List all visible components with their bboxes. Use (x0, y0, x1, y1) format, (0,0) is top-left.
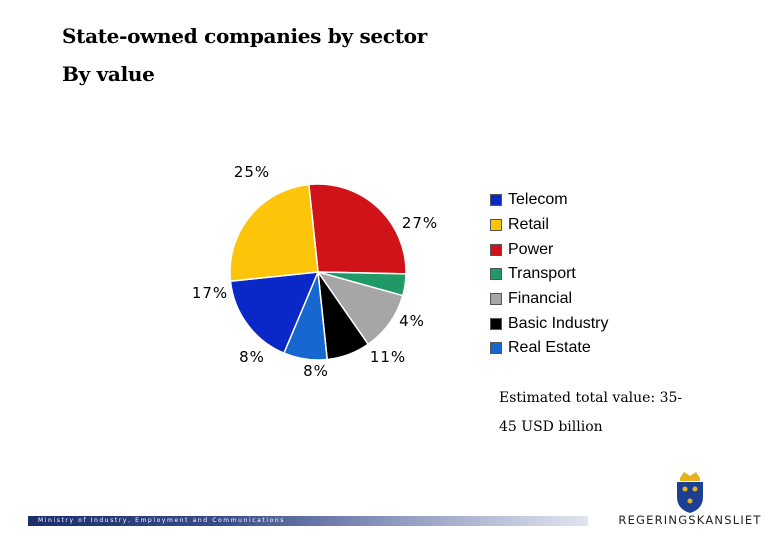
pie-label-basic-industry: 8% (303, 362, 329, 380)
legend-swatch-retail (490, 219, 502, 232)
pie-slice-telecom (229, 271, 320, 355)
footer-bar (28, 516, 588, 526)
legend-swatch-real-estate (490, 342, 502, 355)
pie-label-real-estate: 8% (239, 348, 265, 366)
legend-label-telecom: Telecom (508, 191, 568, 209)
legend-label-retail: Retail (508, 216, 549, 234)
ministry-footer-text: Ministry of Industry, Employment and Com… (38, 517, 286, 524)
pie-slice-power (307, 183, 407, 275)
legend-swatch-power (490, 243, 502, 256)
pie-label-telecom: 17% (192, 284, 228, 302)
legend-swatch-telecom (490, 194, 502, 207)
legend-item-real-estate: Real Estate (490, 336, 608, 361)
slide-subtitle: By value (62, 62, 155, 86)
legend-item-financial: Financial (490, 287, 608, 312)
legend-swatch-basic-industry (490, 317, 502, 330)
pie-label-power: 27% (402, 214, 438, 232)
government-logo: REGERINGSKANSLIET (610, 470, 770, 530)
legend-item-retail: Retail (490, 213, 608, 238)
legend-item-power: Power (490, 237, 608, 262)
pie-label-transport: 4% (399, 312, 425, 330)
legend-swatch-transport (490, 268, 502, 281)
pie-label-financial: 11% (370, 348, 406, 366)
legend-label-financial: Financial (508, 290, 573, 308)
legend-swatch-financial (490, 293, 502, 306)
legend-label-transport: Transport (508, 265, 576, 283)
legend-label-power: Power (508, 240, 554, 258)
pie-slice-retail (229, 183, 319, 283)
legend-label-real-estate: Real Estate (508, 339, 591, 357)
legend-label-basic-industry: Basic Industry (508, 314, 609, 332)
chart-legend: Telecom Retail Power Transport Financial Basi… (490, 188, 608, 361)
pie-label-retail: 25% (234, 163, 270, 181)
legend-item-telecom: Telecom (490, 188, 608, 213)
slide-title: State-owned companies by sector (62, 24, 427, 48)
legend-item-transport: Transport (490, 262, 608, 287)
total-value-note: Estimated total value: 35-45 USD billion (499, 390, 683, 435)
crown-crest-icon (677, 472, 703, 513)
legend-item-basic-industry: Basic Industry (490, 311, 608, 336)
logo-wordmark: REGERINGSKANSLIET (618, 513, 762, 527)
